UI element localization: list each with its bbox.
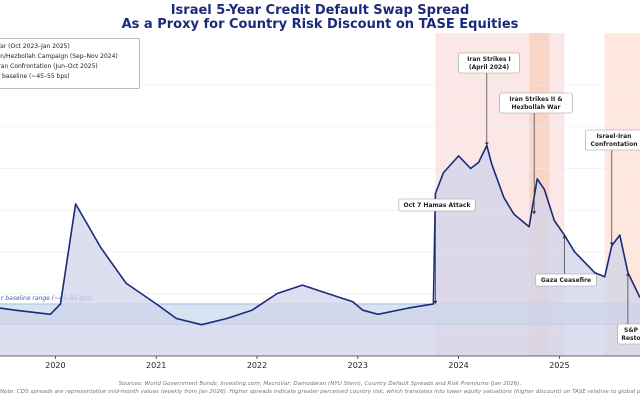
annotation-label-2: Iran Strikes II & Hezbollah War <box>509 96 562 111</box>
legend-item-iran: el-Iran Confrontation (Jun–Oct 2025) <box>0 62 139 72</box>
annotation-box-2 <box>499 92 573 114</box>
chart-subtitle: As a Proxy for Country Risk Discount on … <box>121 17 519 32</box>
annotation-arrow-5 <box>625 272 630 276</box>
annotation-line: Israel-Iran <box>597 133 632 140</box>
legend-item-baseline: war baseline (~45–55 bps) <box>0 72 139 82</box>
annotation-arrow-2 <box>532 211 537 215</box>
cds-area <box>0 145 640 356</box>
legend: a War (Oct 2023–Jan 2025) anon/Hezbollah… <box>0 38 140 89</box>
annotation-arrow-0 <box>433 300 438 304</box>
annotation-box-0 <box>398 198 476 212</box>
legend-item-lebanon: anon/Hezbollah Campaign (Sep–Nov 2024) <box>0 52 139 62</box>
x-tick-label-2020: 2020 <box>45 361 65 370</box>
footnote-note: Note: CDS spreads are representative mid… <box>0 389 640 395</box>
legend-label: war baseline (~45–55 bps) <box>0 73 70 80</box>
annotation-box-4 <box>585 129 640 151</box>
annotation-label-4: Israel-Iran Confrontation <box>591 133 638 148</box>
chart-title: Israel 5-Year Credit Default Swap Spread <box>170 3 470 18</box>
annotation-line: Iran Strikes II & <box>509 96 562 103</box>
annotation-arrow-3 <box>562 235 567 239</box>
x-tick-label-2022: 2022 <box>247 361 267 370</box>
baseline-band-label: r baseline range (~45–55 bps) <box>1 295 92 302</box>
footnote-sources: Sources: World Government Bonds; Investi… <box>118 381 522 387</box>
annotation-line: S&P <box>624 327 639 334</box>
x-tick-label-2023: 2023 <box>348 361 368 370</box>
annotation-line: Iran Strikes I <box>467 56 511 63</box>
annotation-box-1 <box>458 52 520 74</box>
x-tick-label-2024: 2024 <box>448 361 468 370</box>
annotation-arrow-1 <box>484 142 489 146</box>
x-tick-label-2021: 2021 <box>146 361 166 370</box>
legend-label: a War (Oct 2023–Jan 2025) <box>0 43 70 50</box>
annotation-arrow-4 <box>609 242 614 246</box>
annotation-line: Resto <box>621 335 640 342</box>
annotation-box-3 <box>535 273 597 287</box>
annotation-line: (April 2024) <box>469 64 510 71</box>
annotation-label-0: Oct 7 Hamas Attack <box>404 202 472 209</box>
annotation-box-5 <box>617 323 640 345</box>
cds-line <box>0 144 640 326</box>
legend-label: anon/Hezbollah Campaign (Sep–Nov 2024) <box>0 53 118 60</box>
annotation-line: Oct 7 Hamas Attack <box>404 202 472 209</box>
annotation-label-1: Iran Strikes I (April 2024) <box>467 56 511 71</box>
annotation-label-5: S&P Resto <box>621 327 640 342</box>
annotation-line: Gaza Ceasefire <box>541 277 591 284</box>
legend-label: el-Iran Confrontation (Jun–Oct 2025) <box>0 63 98 70</box>
x-tick-label-2025: 2025 <box>549 361 569 370</box>
annotation-line: Confrontation <box>591 141 638 148</box>
annotation-line: Hezbollah War <box>512 104 561 111</box>
annotation-label-3: Gaza Ceasefire <box>541 277 591 284</box>
legend-item-gaza-war: a War (Oct 2023–Jan 2025) <box>0 42 139 52</box>
